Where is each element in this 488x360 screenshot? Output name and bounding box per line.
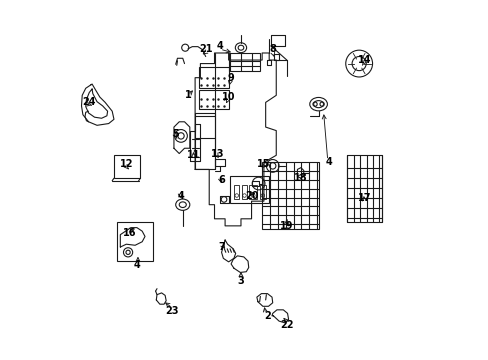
Text: 17: 17 <box>357 193 370 203</box>
Text: 8: 8 <box>269 45 276 54</box>
Bar <box>233 185 239 199</box>
Text: 16: 16 <box>123 228 136 238</box>
Text: 4: 4 <box>133 260 140 270</box>
Bar <box>249 185 257 199</box>
Bar <box>117 222 152 261</box>
Text: 23: 23 <box>165 306 179 315</box>
Bar <box>198 90 228 109</box>
Bar <box>346 155 381 222</box>
Text: 2: 2 <box>264 311 270 321</box>
Text: 11: 11 <box>186 150 200 160</box>
Text: 20: 20 <box>244 191 258 201</box>
Text: 10: 10 <box>222 92 235 102</box>
Text: 5: 5 <box>172 129 179 139</box>
Bar <box>262 162 318 229</box>
Text: 7: 7 <box>218 242 224 252</box>
Text: 12: 12 <box>120 159 133 169</box>
Text: 6: 6 <box>218 175 224 185</box>
Bar <box>259 185 265 199</box>
Bar <box>114 155 140 178</box>
Text: 13: 13 <box>211 149 224 158</box>
Text: 19: 19 <box>280 221 293 231</box>
Text: 4: 4 <box>216 41 223 51</box>
Text: 22: 22 <box>280 320 293 330</box>
Text: 18: 18 <box>294 173 307 183</box>
Text: 24: 24 <box>81 98 95 107</box>
Bar <box>228 53 260 71</box>
Text: 21: 21 <box>199 45 212 54</box>
Bar <box>198 67 228 88</box>
Text: 1: 1 <box>184 90 191 100</box>
Text: 14: 14 <box>357 55 370 65</box>
Text: 3: 3 <box>237 275 244 285</box>
Text: 4: 4 <box>177 191 184 201</box>
Text: 4: 4 <box>325 157 332 167</box>
Text: 15: 15 <box>257 159 270 169</box>
Bar <box>241 185 246 199</box>
Text: 9: 9 <box>226 73 233 83</box>
Bar <box>230 176 269 203</box>
